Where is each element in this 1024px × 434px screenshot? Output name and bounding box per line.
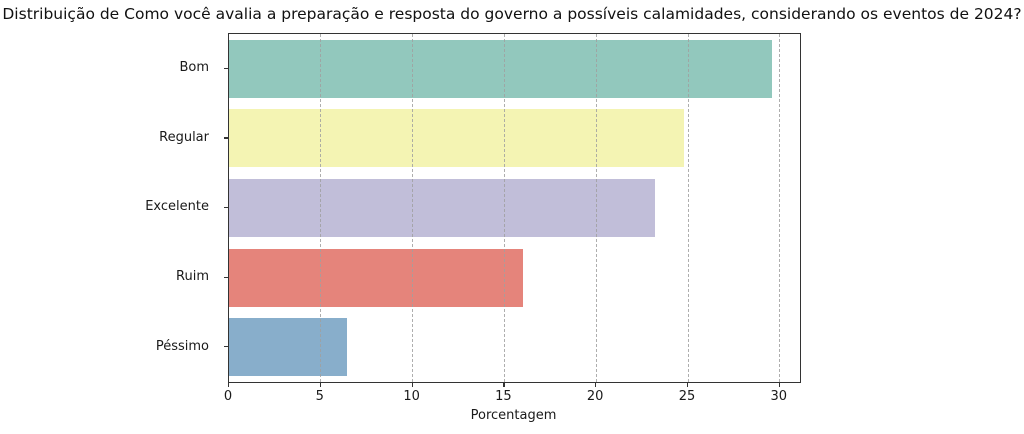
bar-excelente [229, 179, 655, 237]
y-tick-mark [224, 207, 228, 209]
gridline-20 [595, 34, 597, 382]
x-tick-mark [503, 382, 505, 387]
bar-ruim [229, 248, 523, 307]
y-tick-label-excelente: Excelente [145, 199, 209, 215]
x-tick-mark [687, 382, 689, 387]
bar-bom [229, 39, 773, 98]
x-tick-mark [595, 382, 597, 387]
x-tick-label-30: 30 [770, 389, 788, 404]
y-tick-label-bom: Bom [179, 60, 209, 76]
gridline-5 [320, 34, 322, 382]
y-tick-mark [224, 276, 228, 278]
x-tick-label-0: 0 [223, 389, 233, 404]
y-tick-label-regular: Regular [159, 129, 209, 145]
x-tick-mark [319, 382, 321, 387]
gridline-15 [503, 34, 505, 382]
y-tick-mark [224, 346, 228, 348]
x-tick-label-15: 15 [495, 389, 512, 404]
x-tick-label-25: 25 [678, 389, 696, 404]
bar-pessimo [229, 318, 347, 377]
x-tick-label-10: 10 [403, 389, 420, 404]
chart-title: Distribuição de Como você avalia a prepa… [2, 5, 1022, 23]
x-axis-title: Porcentagem [470, 408, 557, 423]
x-tick-mark [411, 382, 413, 387]
x-tick-label-20: 20 [586, 389, 604, 404]
y-tick-label-ruim: Ruim [176, 269, 209, 285]
x-tick-mark [228, 382, 230, 387]
y-tick-mark [224, 137, 228, 139]
gridline-25 [687, 34, 689, 382]
gridline-10 [412, 34, 414, 382]
y-tick-mark [224, 67, 228, 69]
plot-area [228, 33, 801, 383]
y-tick-label-pessimo: Péssimo [155, 338, 209, 354]
x-tick-label-5: 5 [315, 389, 324, 404]
x-tick-mark [778, 382, 780, 387]
bar-regular [229, 109, 685, 168]
gridline-30 [779, 34, 781, 382]
y-axis-labels: Bom Regular Excelente Ruim Péssimo [0, 33, 219, 381]
